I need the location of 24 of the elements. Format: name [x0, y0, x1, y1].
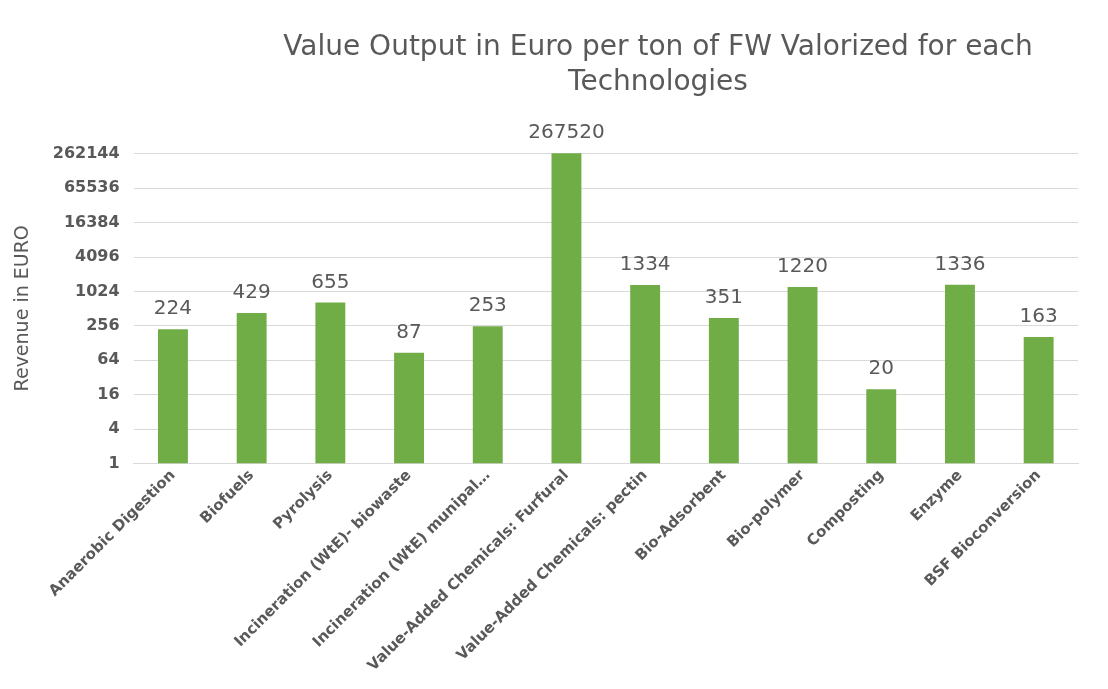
y-tick-label: 1024 — [75, 280, 120, 300]
y-tick-label: 4 — [108, 418, 120, 438]
y-tick-label: 1 — [108, 452, 120, 472]
y-tick-label: 16 — [97, 383, 120, 403]
data-label: 351 — [704, 284, 743, 309]
y-tick-label: 4096 — [75, 246, 120, 266]
y-tick-label: 256 — [86, 315, 120, 335]
y-tick-label: 64 — [97, 349, 120, 369]
data-label: 1336 — [934, 251, 986, 276]
y-tick-label: 262144 — [52, 142, 120, 162]
data-label: 1334 — [619, 251, 671, 276]
y-tick-label: 65536 — [63, 177, 120, 197]
data-label: 87 — [396, 318, 422, 343]
data-label: 429 — [232, 279, 271, 304]
data-label: 20 — [868, 355, 894, 380]
data-label: 253 — [468, 292, 507, 317]
data-label: 163 — [1019, 303, 1058, 328]
y-axis-title: Revenue in EURO — [10, 225, 33, 392]
data-label: 655 — [311, 268, 350, 293]
y-tick-label: 16384 — [63, 211, 120, 231]
data-label: 267520 — [528, 119, 605, 144]
data-label: 1220 — [777, 253, 828, 278]
data-label: 224 — [153, 295, 193, 320]
chart-title: Value Output in Euro per ton of FW Valorized for each Technologies — [282, 28, 1034, 98]
